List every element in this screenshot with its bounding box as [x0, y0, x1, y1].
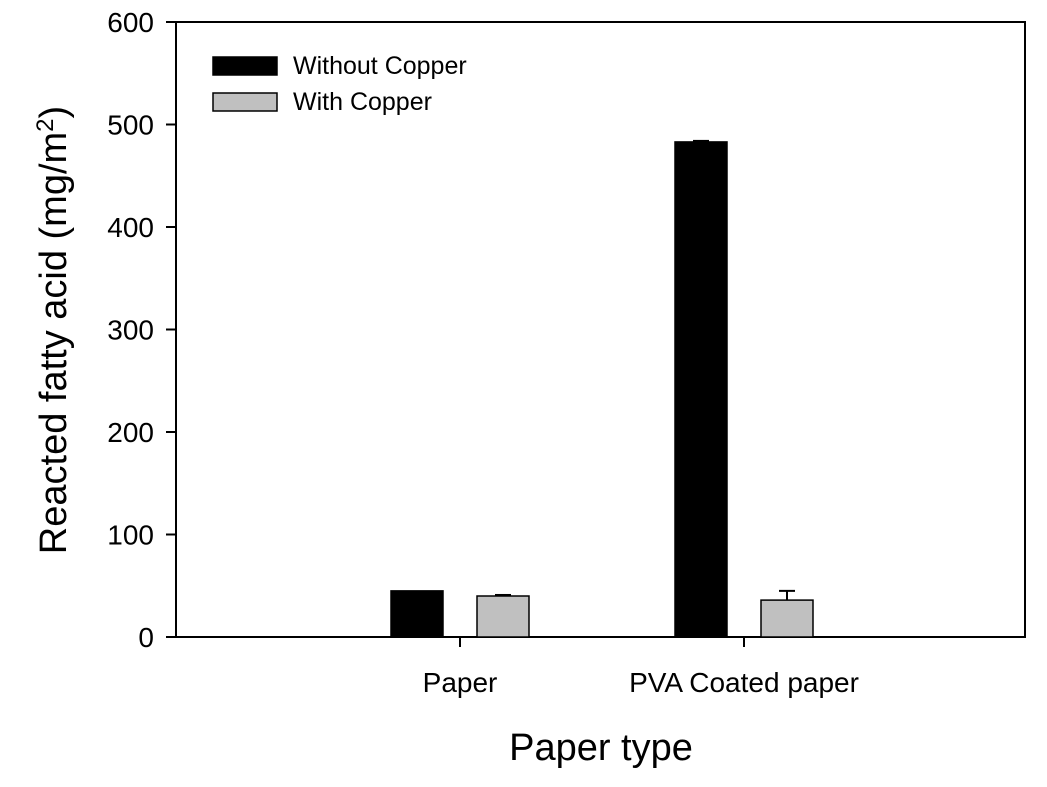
y-tick-label: 200 [107, 417, 154, 448]
bar [760, 599, 814, 638]
bars [390, 139, 814, 638]
y-tick-label: 300 [107, 315, 154, 346]
bar [476, 595, 530, 638]
legend: Without Copper With Copper [212, 52, 467, 116]
y-axis: 0 100 200 300 400 500 600 [107, 7, 176, 653]
legend-swatch [212, 92, 278, 112]
legend-label: With Copper [293, 88, 432, 116]
y-axis-title: Reacted fatty acid (mg/m2) [32, 106, 76, 554]
x-axis-title: Paper type [509, 727, 693, 769]
y-axis-title-superscript: 2 [32, 118, 59, 131]
y-tick-label: 400 [107, 212, 154, 243]
y-axis-title-main: Reacted fatty acid (mg/m [33, 132, 75, 554]
legend-label: Without Copper [293, 52, 467, 80]
x-tick-label: PVA Coated paper [629, 667, 859, 698]
x-axis: Paper PVA Coated paper [423, 637, 859, 698]
y-tick-label: 600 [107, 7, 154, 38]
y-tick-label: 100 [107, 520, 154, 551]
bar [390, 590, 444, 638]
y-axis-title-close: ) [33, 106, 75, 119]
legend-swatch [212, 56, 278, 76]
y-tick-label: 0 [138, 622, 154, 653]
x-tick-label: Paper [423, 667, 498, 698]
bar [674, 141, 728, 638]
y-tick-label: 500 [107, 110, 154, 141]
